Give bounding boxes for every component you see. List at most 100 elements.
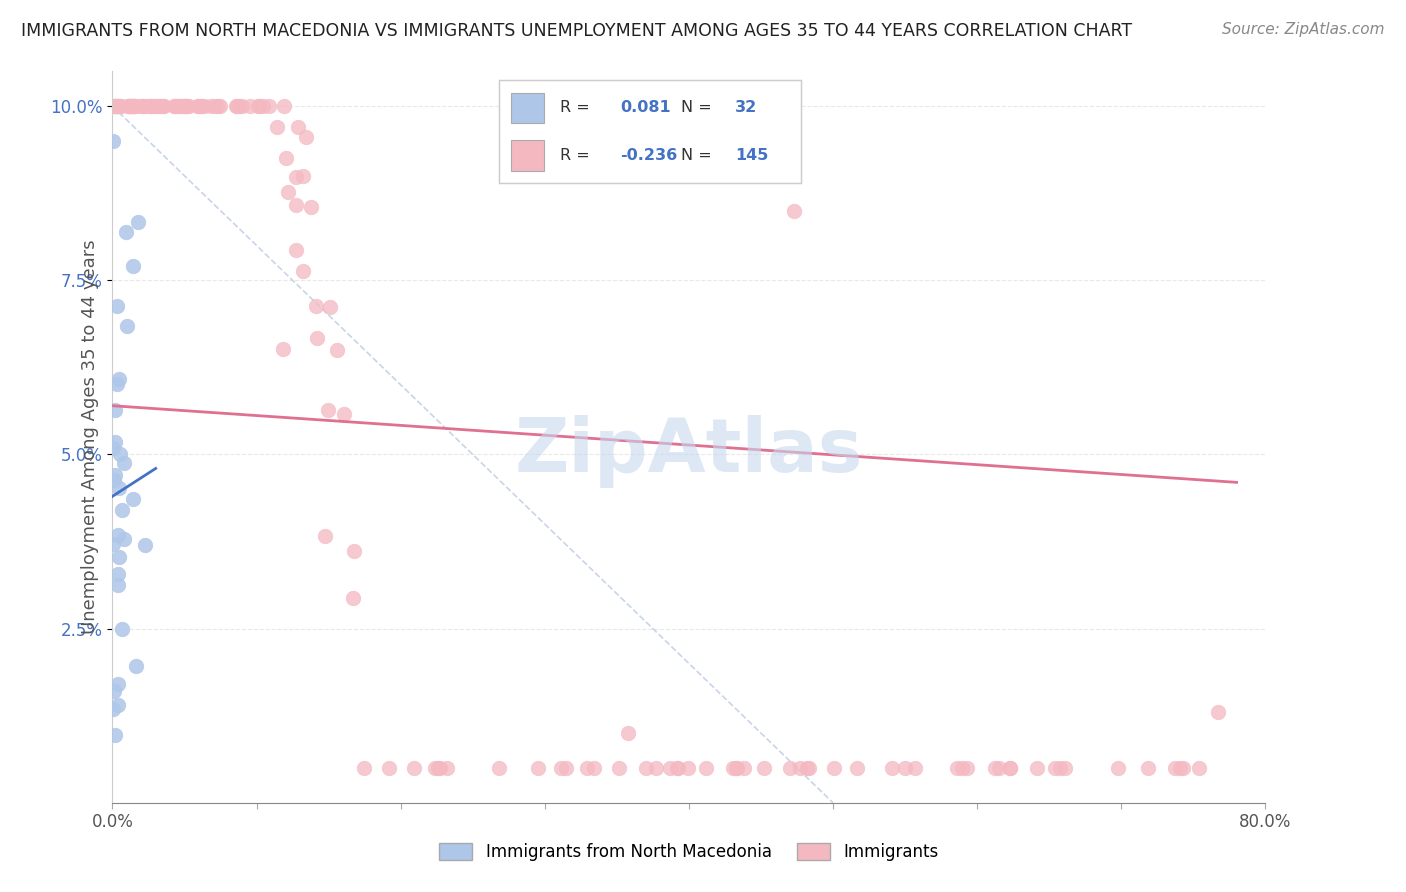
Point xyxy=(285,244,308,258)
Point xyxy=(257,99,280,113)
Point xyxy=(105,99,128,113)
Point xyxy=(107,377,129,392)
Point xyxy=(122,99,145,113)
Point xyxy=(118,99,141,113)
Point xyxy=(105,99,128,113)
Text: 145: 145 xyxy=(735,148,768,162)
Point xyxy=(695,761,717,775)
Point xyxy=(101,441,124,455)
Point xyxy=(946,761,969,775)
Point xyxy=(114,456,136,470)
Point xyxy=(122,99,145,113)
Point xyxy=(617,726,640,740)
Text: IMMIGRANTS FROM NORTH MACEDONIA VS IMMIGRANTS UNEMPLOYMENT AMONG AGES 35 TO 44 Y: IMMIGRANTS FROM NORTH MACEDONIA VS IMMIG… xyxy=(21,22,1132,40)
Point xyxy=(127,215,149,229)
Point xyxy=(725,761,748,775)
Point xyxy=(983,761,1005,775)
Point xyxy=(122,99,145,113)
Y-axis label: Unemployment Among Ages 35 to 44 years: Unemployment Among Ages 35 to 44 years xyxy=(80,240,98,634)
Point xyxy=(796,761,818,775)
Point xyxy=(104,727,127,741)
Point xyxy=(779,761,801,775)
Point xyxy=(101,537,124,551)
Point xyxy=(904,761,927,775)
Point xyxy=(1206,705,1229,719)
Point xyxy=(209,99,232,113)
Point xyxy=(117,99,139,113)
Point xyxy=(134,99,156,113)
Point xyxy=(955,761,977,775)
Point xyxy=(112,532,135,546)
Text: N =: N = xyxy=(681,148,717,162)
Point xyxy=(239,99,262,113)
Point xyxy=(950,761,973,775)
Point xyxy=(104,99,127,113)
Point xyxy=(142,99,165,113)
Point xyxy=(127,99,149,113)
Point xyxy=(325,343,347,357)
Point xyxy=(172,99,194,113)
Point xyxy=(353,761,375,775)
Point xyxy=(108,372,131,386)
Point xyxy=(583,761,606,775)
Point xyxy=(783,203,806,218)
Point xyxy=(173,99,195,113)
Point xyxy=(1049,761,1071,775)
Point xyxy=(225,99,247,113)
Point xyxy=(200,99,222,113)
Point xyxy=(789,761,811,775)
Point xyxy=(316,402,339,417)
Point xyxy=(153,99,176,113)
FancyBboxPatch shape xyxy=(512,93,544,123)
Point xyxy=(173,99,195,113)
Point xyxy=(207,99,229,113)
Text: R =: R = xyxy=(560,101,595,115)
Point xyxy=(1043,761,1066,775)
Point xyxy=(319,300,342,314)
Point xyxy=(124,659,146,673)
Point xyxy=(103,684,125,698)
Point xyxy=(110,99,132,113)
Text: R =: R = xyxy=(560,148,595,162)
Point xyxy=(307,331,329,345)
Point xyxy=(204,99,226,113)
Point xyxy=(676,761,699,775)
Point xyxy=(1107,761,1129,775)
Point xyxy=(108,99,131,113)
Point xyxy=(247,99,270,113)
Point xyxy=(110,448,132,462)
Point xyxy=(170,99,193,113)
Point xyxy=(105,99,128,113)
Point xyxy=(107,698,129,713)
Point xyxy=(122,492,145,507)
Point xyxy=(554,761,576,775)
FancyBboxPatch shape xyxy=(512,140,544,170)
Point xyxy=(1053,761,1076,775)
Point xyxy=(150,99,173,113)
Point xyxy=(131,99,153,113)
Point xyxy=(666,761,689,775)
Point xyxy=(576,761,599,775)
Point xyxy=(120,99,142,113)
Point xyxy=(103,99,125,113)
Point xyxy=(152,99,174,113)
Text: N =: N = xyxy=(681,101,717,115)
Point xyxy=(173,99,195,113)
Point xyxy=(644,761,666,775)
Point xyxy=(174,99,197,113)
Point xyxy=(187,99,209,113)
Point xyxy=(107,677,129,691)
Point xyxy=(423,761,446,775)
Point xyxy=(1137,761,1160,775)
Point xyxy=(724,761,747,775)
Point xyxy=(101,701,124,715)
Point xyxy=(103,435,125,450)
Point xyxy=(845,761,868,775)
Point xyxy=(274,151,297,165)
Point xyxy=(1026,761,1049,775)
Point xyxy=(105,299,128,313)
Point xyxy=(166,99,188,113)
Point xyxy=(169,99,191,113)
Point xyxy=(402,761,425,775)
Point xyxy=(107,566,129,581)
